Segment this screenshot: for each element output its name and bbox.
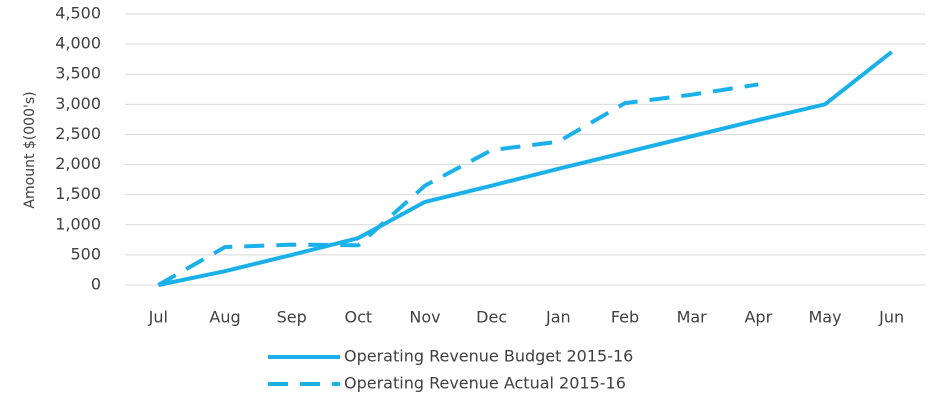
x-tick-label: Jun: [878, 308, 904, 327]
y-tick-label: 3,000: [55, 94, 101, 113]
y-tick-label: 2,500: [55, 124, 101, 143]
x-tick-label: Aug: [209, 308, 240, 327]
y-tick-label: 1,000: [55, 214, 101, 233]
x-tick-label: Jan: [545, 308, 571, 327]
series-line: [157, 50, 893, 287]
x-tick-label: May: [808, 308, 841, 327]
y-tick-label: 2,000: [55, 154, 101, 173]
x-tick-label: Oct: [344, 308, 372, 327]
y-tick-label: 4,500: [55, 4, 101, 23]
x-tick-label: Apr: [744, 308, 772, 327]
y-tick-label: 1,500: [55, 184, 101, 203]
y-tick-label: 3,500: [55, 64, 101, 83]
legend-label: Operating Revenue Actual 2015-16: [344, 374, 626, 393]
x-tick-label: Sep: [277, 308, 307, 327]
x-tick-label: Mar: [677, 308, 708, 327]
y-tick-label: 4,000: [55, 34, 101, 53]
x-tick-label: Nov: [409, 308, 440, 327]
x-tick-label: Dec: [476, 308, 507, 327]
y-tick-label: 500: [70, 244, 101, 263]
legend-label: Operating Revenue Budget 2015-16: [344, 347, 633, 366]
y-axis-label: Amount $(000's): [22, 91, 38, 208]
series-line: [157, 82, 759, 287]
x-tick-label: Feb: [611, 308, 639, 327]
x-tick-label: Jul: [148, 308, 168, 327]
y-tick-label: 0: [91, 275, 101, 294]
